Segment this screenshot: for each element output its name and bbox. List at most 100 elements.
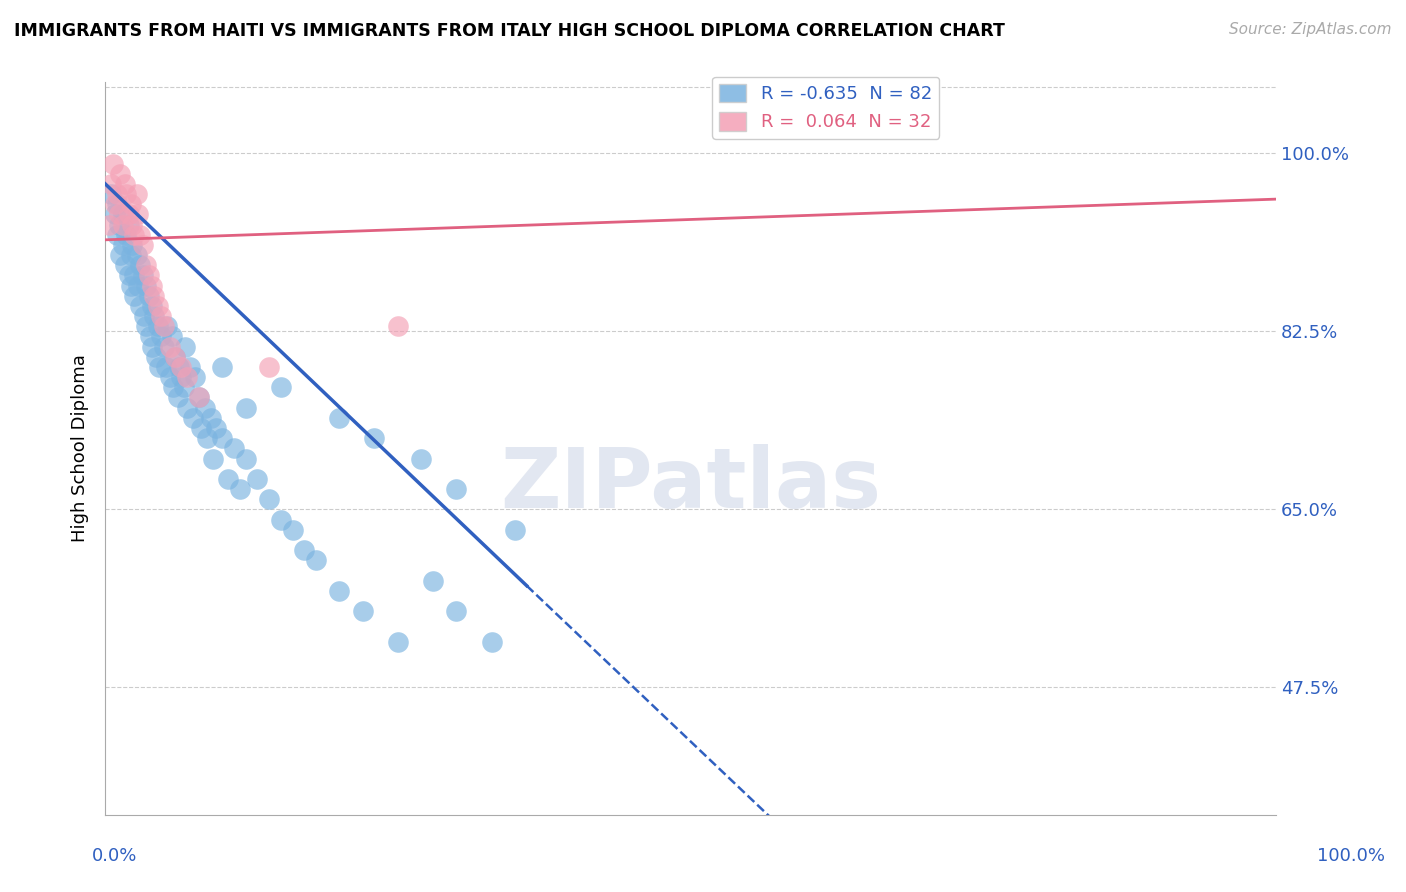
Point bbox=[146, 299, 169, 313]
Point bbox=[176, 370, 198, 384]
Point bbox=[411, 451, 433, 466]
Point bbox=[135, 258, 157, 272]
Point bbox=[131, 268, 153, 283]
Point bbox=[105, 187, 128, 202]
Point bbox=[305, 553, 328, 567]
Point bbox=[155, 359, 177, 374]
Point bbox=[165, 350, 187, 364]
Point bbox=[135, 319, 157, 334]
Point bbox=[141, 340, 163, 354]
Point bbox=[270, 380, 292, 394]
Point bbox=[190, 421, 212, 435]
Point bbox=[170, 359, 193, 374]
Point bbox=[115, 227, 138, 242]
Point bbox=[194, 401, 217, 415]
Point bbox=[117, 218, 139, 232]
Point bbox=[146, 319, 169, 334]
Text: 0.0%: 0.0% bbox=[91, 847, 136, 865]
Point bbox=[352, 604, 374, 618]
Point bbox=[121, 218, 143, 232]
Point bbox=[179, 359, 201, 374]
Point bbox=[150, 329, 173, 343]
Point bbox=[162, 380, 184, 394]
Point bbox=[200, 410, 222, 425]
Point bbox=[105, 227, 128, 242]
Point bbox=[124, 227, 146, 242]
Point bbox=[184, 370, 207, 384]
Point bbox=[235, 401, 257, 415]
Point bbox=[173, 340, 195, 354]
Point bbox=[156, 319, 179, 334]
Point bbox=[120, 278, 142, 293]
Point bbox=[110, 248, 132, 262]
Point bbox=[328, 410, 350, 425]
Point bbox=[363, 431, 385, 445]
Point bbox=[124, 289, 146, 303]
Text: 100.0%: 100.0% bbox=[1317, 847, 1385, 865]
Point bbox=[97, 218, 120, 232]
Point bbox=[205, 421, 228, 435]
Point bbox=[132, 309, 155, 323]
Point bbox=[446, 604, 468, 618]
Point bbox=[124, 268, 146, 283]
Point bbox=[235, 451, 257, 466]
Point bbox=[195, 431, 218, 445]
Point bbox=[108, 218, 131, 232]
Point bbox=[152, 319, 174, 334]
Point bbox=[387, 319, 409, 334]
Point bbox=[503, 523, 526, 537]
Point bbox=[110, 167, 132, 181]
Point bbox=[187, 391, 209, 405]
Point bbox=[103, 197, 125, 211]
Point bbox=[422, 574, 444, 588]
Point bbox=[131, 238, 153, 252]
Point bbox=[187, 391, 209, 405]
Point bbox=[117, 268, 139, 283]
Point bbox=[114, 177, 136, 191]
Point bbox=[141, 278, 163, 293]
Point bbox=[111, 238, 134, 252]
Point bbox=[173, 380, 195, 394]
Point bbox=[135, 278, 157, 293]
Text: ZIPatlas: ZIPatlas bbox=[501, 444, 882, 525]
Point bbox=[159, 340, 181, 354]
Point bbox=[129, 258, 152, 272]
Point bbox=[143, 289, 166, 303]
Text: Source: ZipAtlas.com: Source: ZipAtlas.com bbox=[1229, 22, 1392, 37]
Point bbox=[148, 359, 170, 374]
Point bbox=[141, 299, 163, 313]
Point bbox=[181, 410, 204, 425]
Point bbox=[222, 442, 245, 456]
Point bbox=[145, 350, 167, 364]
Point bbox=[281, 523, 304, 537]
Point bbox=[170, 370, 193, 384]
Point bbox=[120, 197, 142, 211]
Point bbox=[152, 340, 174, 354]
Point bbox=[125, 187, 148, 202]
Point bbox=[115, 187, 138, 202]
Legend: R = -0.635  N = 82, R =  0.064  N = 32: R = -0.635 N = 82, R = 0.064 N = 32 bbox=[711, 77, 939, 138]
Text: IMMIGRANTS FROM HAITI VS IMMIGRANTS FROM ITALY HIGH SCHOOL DIPLOMA CORRELATION C: IMMIGRANTS FROM HAITI VS IMMIGRANTS FROM… bbox=[14, 22, 1005, 40]
Point bbox=[103, 156, 125, 170]
Point bbox=[257, 492, 280, 507]
Point bbox=[165, 350, 187, 364]
Point bbox=[120, 248, 142, 262]
Point bbox=[100, 177, 122, 191]
Point bbox=[211, 359, 233, 374]
Point bbox=[117, 207, 139, 221]
Point bbox=[121, 238, 143, 252]
Point bbox=[129, 227, 152, 242]
Point bbox=[143, 309, 166, 323]
Point bbox=[138, 329, 160, 343]
Point bbox=[111, 218, 134, 232]
Point bbox=[108, 207, 131, 221]
Point bbox=[160, 329, 183, 343]
Point bbox=[114, 258, 136, 272]
Point bbox=[105, 197, 128, 211]
Point bbox=[127, 278, 149, 293]
Point bbox=[270, 512, 292, 526]
Point bbox=[387, 634, 409, 648]
Point bbox=[328, 583, 350, 598]
Point bbox=[292, 543, 315, 558]
Point bbox=[127, 207, 149, 221]
